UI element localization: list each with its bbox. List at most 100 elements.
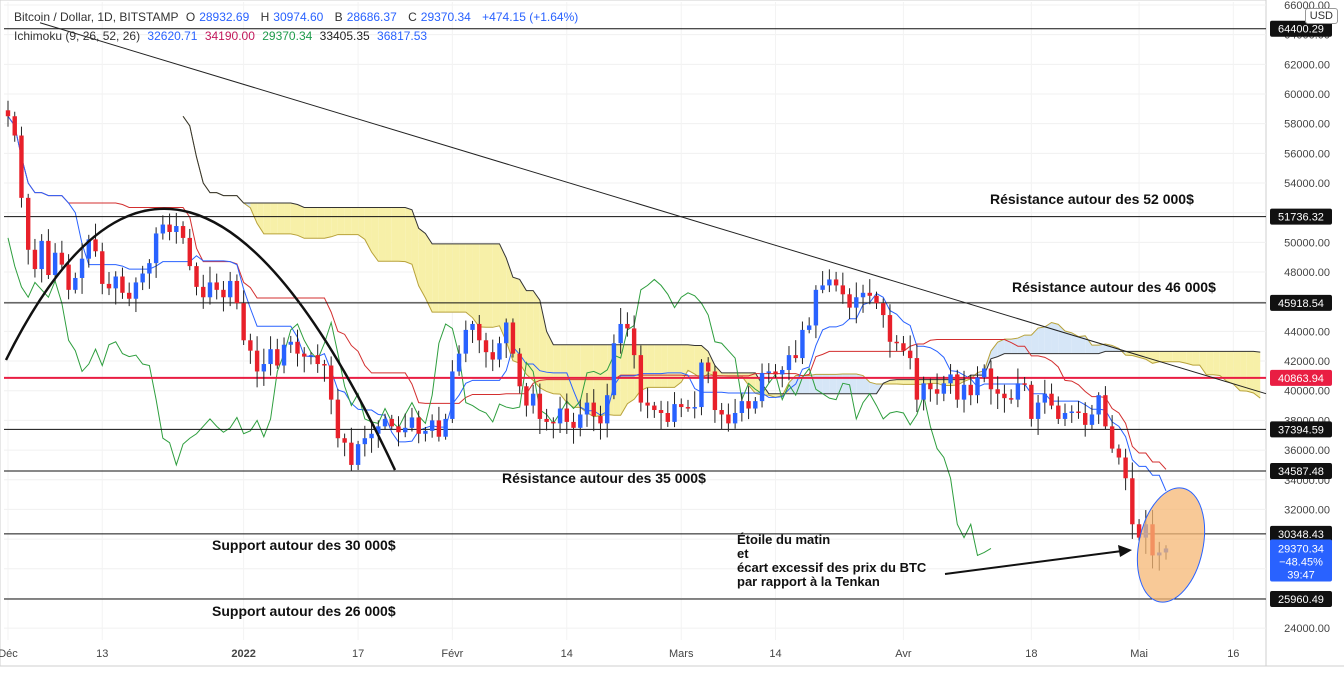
candlestick-series: [5, 100, 1169, 571]
candle-body: [342, 438, 347, 443]
candle-body: [436, 420, 442, 437]
cloud-segment: [1166, 351, 1173, 362]
candle-body: [598, 415, 603, 424]
candle-body: [1002, 393, 1007, 399]
candle-body: [214, 282, 219, 290]
candle-body: [914, 358, 920, 400]
candle-body: [12, 116, 17, 136]
candle-body: [403, 427, 408, 433]
cloud-segment: [573, 344, 581, 408]
candle-body: [1022, 383, 1027, 385]
level-label-bg: [1270, 208, 1332, 225]
low-value: 28686.37: [346, 10, 397, 24]
candle-body: [19, 135, 24, 198]
candle-body: [1103, 395, 1108, 427]
cloud-segment: [418, 228, 426, 299]
cloud-segment: [486, 243, 493, 328]
candle-body: [315, 355, 320, 365]
x-tick-label: Mai: [1130, 648, 1148, 660]
cloud-segment: [815, 374, 823, 394]
annotation-resistance-46000: Résistance autour des 46 000$: [1012, 279, 1216, 295]
candle-body: [806, 325, 812, 330]
candle-body: [773, 371, 778, 375]
candle-body: [907, 350, 913, 359]
cloud-segment: [627, 344, 635, 404]
cloud-segment: [647, 344, 655, 388]
y-tick-label: 48000.00: [1284, 267, 1330, 279]
candle-body: [1069, 411, 1074, 413]
candle-body: [679, 404, 684, 408]
annotation-morning-star-line4: par rapport à la Tenkan: [737, 574, 880, 589]
cloud-segment: [1004, 339, 1012, 354]
candle-body: [1123, 457, 1128, 479]
cloud-segment: [499, 243, 507, 342]
annotation-support-30000: Support autour des 30 000$: [212, 537, 396, 553]
cloud-segment: [802, 375, 810, 394]
candle-body: [510, 322, 516, 354]
candle-body: [39, 240, 44, 270]
ichimoku-value-1: 32620.71: [147, 29, 198, 43]
cloud-segment: [1246, 351, 1254, 393]
candle-body: [813, 289, 819, 326]
candle-body: [201, 286, 206, 298]
candle-body: [288, 341, 293, 345]
candle-body: [645, 402, 650, 406]
price-axis[interactable]: 24000.0026000.0028000.0030000.0032000.00…: [1270, 0, 1332, 635]
cloud-segment: [829, 374, 837, 394]
cloud-segment: [344, 207, 352, 235]
cloud-segment: [351, 207, 359, 235]
candle-body: [1008, 398, 1014, 400]
candle-body: [732, 412, 738, 424]
level-label: 37394.59: [1278, 424, 1324, 436]
candle-body: [322, 364, 327, 366]
cloud-segment: [411, 209, 419, 286]
x-tick-label: 17: [352, 648, 364, 660]
descending-trendline: [39, 22, 1267, 395]
time-axis[interactable]: Déc 13 2022 17 Févr 14 Mars 14 Avr 18 Mai 16: [0, 648, 1239, 660]
candle-body: [1109, 426, 1115, 449]
currency-button[interactable]: USD: [1304, 8, 1338, 24]
cloud-segment: [1051, 322, 1059, 354]
candle-body: [672, 404, 677, 422]
candle-body: [652, 405, 657, 411]
level-label-bg: [1270, 525, 1332, 542]
candle-body: [901, 343, 906, 351]
candle-body: [894, 341, 899, 344]
candle-body: [423, 430, 428, 434]
candle-body: [46, 240, 51, 276]
x-tick-label: Mars: [669, 648, 694, 660]
candle-body: [827, 279, 832, 286]
candle-body: [73, 277, 78, 290]
candle-body: [551, 421, 556, 424]
candle-body: [786, 355, 792, 370]
cloud-segment: [587, 344, 594, 417]
cloud-segment: [445, 243, 453, 313]
candle-body: [1042, 393, 1048, 403]
cloud-segment: [1071, 332, 1079, 354]
candle-body: [308, 355, 314, 357]
candle-body: [140, 273, 145, 283]
candle-body: [275, 349, 280, 366]
cloud-segment: [425, 233, 433, 313]
ichimoku-legend[interactable]: Ichimoku (9, 26, 52, 26) 32620.71 34190.…: [14, 29, 431, 43]
level-label: 51736.32: [1278, 212, 1324, 224]
cloud-segment: [405, 207, 412, 265]
cloud-segment: [479, 243, 487, 328]
candle-body: [1035, 402, 1041, 419]
high-value: 30974.60: [273, 10, 324, 24]
candle-body: [1136, 524, 1142, 538]
candle-body: [490, 352, 495, 360]
candle-body: [248, 340, 253, 351]
candle-body: [221, 289, 226, 298]
cloud-segment: [1085, 335, 1092, 354]
candle-body: [746, 401, 751, 409]
level-label-bg: [1270, 369, 1332, 386]
annotation-morning-star-line2: et: [737, 546, 749, 561]
candle-body: [867, 292, 872, 296]
cloud-segment: [1098, 343, 1106, 354]
symbol-legend[interactable]: Bitcoin / Dollar, 1D, BITSTAMP O 28932.69…: [14, 10, 582, 24]
cloud-segment: [1240, 351, 1247, 392]
candle-body: [988, 368, 994, 390]
cloud-segment: [560, 344, 567, 403]
